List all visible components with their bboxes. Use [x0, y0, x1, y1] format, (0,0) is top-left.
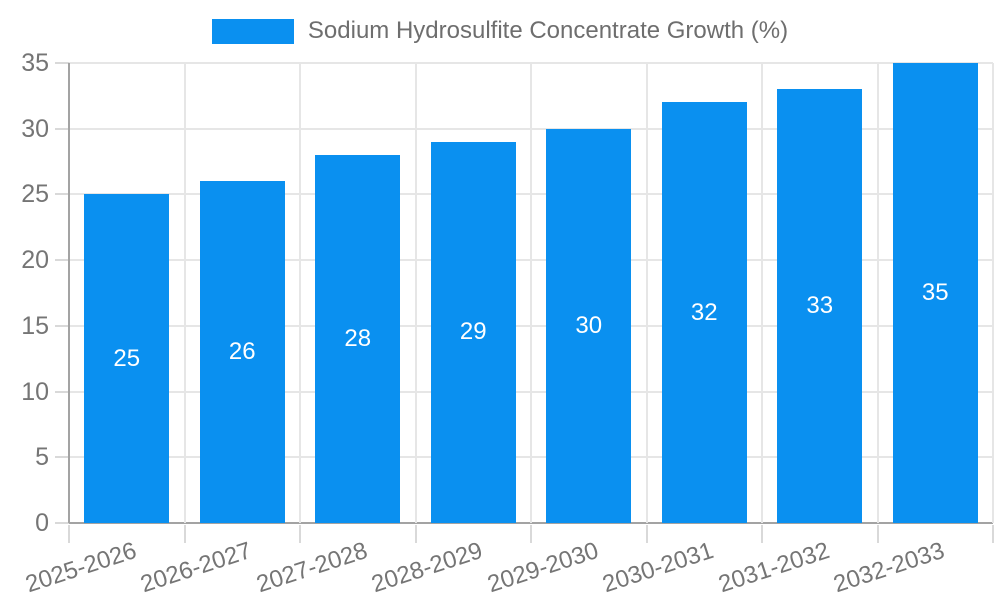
- y-axis-label: 30: [21, 114, 49, 143]
- y-axis-tick: [55, 456, 69, 459]
- gridline: [414, 63, 417, 523]
- bar-value-label: 30: [575, 311, 603, 339]
- x-axis-tick: [299, 525, 301, 543]
- gridline: [183, 63, 186, 523]
- y-axis-tick: [55, 193, 69, 196]
- y-axis-label: 20: [21, 246, 49, 275]
- y-axis-label: 35: [21, 49, 49, 77]
- x-axis-label: 2032-2033: [830, 537, 949, 599]
- y-axis-tick: [55, 127, 69, 130]
- bar[interactable]: [430, 141, 516, 523]
- y-axis-tick: [55, 390, 69, 393]
- x-axis-tick: [761, 525, 763, 543]
- bar-value-label: 28: [344, 325, 372, 352]
- y-axis-label: 25: [21, 180, 49, 209]
- x-axis-tick: [645, 525, 648, 543]
- gridline: [992, 63, 994, 523]
- y-axis-label: 15: [21, 311, 49, 340]
- x-axis-label: 2029-2030: [484, 537, 602, 599]
- legend[interactable]: Sodium Hydrosulfite Concentrate Growth (…: [0, 14, 1000, 48]
- gridline: [530, 63, 532, 523]
- x-axis-tick: [68, 525, 70, 543]
- x-axis-tick: [530, 525, 532, 543]
- gridline: [876, 63, 879, 523]
- bar[interactable]: [661, 102, 747, 523]
- x-axis-tick: [183, 525, 186, 543]
- legend-swatch: [211, 18, 294, 44]
- x-axis-tick: [876, 525, 879, 543]
- bar-value-label: 29: [459, 318, 487, 346]
- x-axis-line: [69, 522, 993, 524]
- x-axis-tick: [992, 525, 994, 543]
- y-axis-label: 10: [21, 377, 49, 406]
- legend-label: Sodium Hydrosulfite Concentrate Growth (…: [307, 17, 789, 44]
- y-axis-line: [68, 63, 70, 523]
- y-axis-label: 5: [35, 443, 49, 472]
- gridline: [299, 63, 301, 523]
- x-axis-label: 2027-2028: [253, 537, 371, 599]
- x-axis-label: 2026-2027: [137, 537, 256, 599]
- bar[interactable]: [84, 194, 170, 523]
- bar-value-label: 25: [113, 344, 141, 372]
- y-axis-label: 0: [35, 509, 49, 537]
- x-axis-tick: [414, 525, 417, 543]
- gridline: [761, 63, 763, 523]
- bar[interactable]: [546, 128, 632, 523]
- y-axis-tick: [55, 62, 69, 64]
- bar[interactable]: [315, 155, 401, 523]
- gridline: [645, 63, 648, 523]
- bar[interactable]: [199, 181, 285, 523]
- x-axis-label: 2031-2032: [715, 537, 833, 599]
- x-axis-label: 2025-2026: [22, 537, 140, 599]
- bar-value-label: 33: [806, 292, 834, 320]
- y-axis-tick: [55, 522, 69, 524]
- y-axis-tick: [55, 259, 69, 262]
- y-axis-tick: [55, 324, 69, 327]
- bar-value-label: 35: [921, 279, 949, 306]
- bar-value-label: 26: [228, 338, 256, 366]
- x-axis-label: 2028-2029: [368, 537, 487, 599]
- bar-value-label: 32: [690, 298, 718, 326]
- x-axis-label: 2030-2031: [599, 537, 718, 599]
- bar[interactable]: [892, 63, 978, 523]
- bar[interactable]: [777, 89, 863, 523]
